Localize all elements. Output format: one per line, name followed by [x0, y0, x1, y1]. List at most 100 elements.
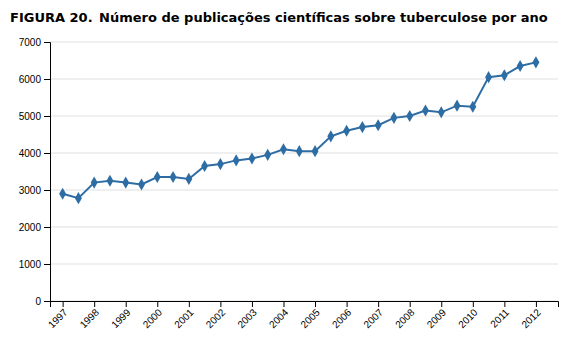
x-tick-label: 2011 [488, 306, 511, 329]
point [91, 177, 98, 189]
x-tick-mark [189, 301, 190, 307]
x-tick-mark [504, 301, 505, 307]
grid-line [50, 42, 558, 43]
x-tick-label: 2003 [235, 306, 259, 330]
point [343, 125, 350, 137]
grid [50, 42, 558, 301]
x-tick-mark [536, 301, 537, 307]
y-tick-mark [44, 153, 50, 154]
plot-area: 0100020003000400050006000700019971998199… [19, 37, 559, 330]
y-tick-mark [44, 227, 50, 228]
line [63, 62, 536, 198]
x-tick-label: 2001 [172, 306, 196, 330]
point [248, 153, 255, 165]
title-group: FIGURA 20. Número de publicações científi… [10, 10, 548, 25]
x-tick-mark [347, 301, 348, 307]
y-axis: 0 1000 2000 3000 4000 5000 6000 7000 [19, 37, 51, 307]
point [154, 171, 161, 183]
point [375, 119, 382, 131]
x-tick-mark [441, 301, 442, 307]
point [106, 175, 113, 187]
x-tick-label: 2004 [267, 306, 291, 330]
y-tick: 0 [35, 296, 50, 307]
point [501, 69, 508, 81]
x-tick: 2002 [204, 301, 228, 330]
title: FIGURA 20. [10, 10, 93, 25]
x-tick-mark [94, 301, 95, 307]
x-tick-mark [315, 301, 316, 307]
x-tick: 2009 [425, 301, 449, 330]
point [138, 178, 145, 190]
y-tick: 4000 [19, 148, 50, 159]
x-tick-mark [283, 301, 284, 307]
x-tick-mark [126, 301, 127, 307]
y-tick-mark [44, 116, 50, 117]
grid-line [50, 227, 558, 228]
x-tick-label: 1998 [78, 306, 102, 330]
point [438, 106, 445, 118]
x-tick: 2003 [235, 301, 259, 330]
x-tick-mark [157, 301, 158, 307]
subtitle: Número de publicações científicas sobre … [99, 10, 548, 25]
y-tick: 7000 [19, 37, 50, 48]
x-tick: 1998 [78, 301, 102, 330]
y-tick: 3000 [19, 185, 50, 196]
grid-line [50, 153, 558, 154]
x-tick: 2005 [298, 301, 322, 330]
x-tick-label: 2006 [330, 306, 354, 330]
x-tick-label: 2009 [425, 306, 449, 330]
x-tick-mark [252, 301, 253, 307]
x-tick-mark [378, 301, 379, 307]
x-tick-label: 2010 [456, 306, 480, 330]
x-tick: 2012 [519, 301, 543, 330]
point [517, 60, 524, 72]
x-tick-label: 2000 [141, 306, 165, 330]
point [264, 149, 271, 161]
x-tick: 2004 [267, 301, 291, 330]
point [390, 112, 397, 124]
x-tick-mark [220, 301, 221, 307]
point [59, 188, 66, 200]
x-tick-label: 1997 [46, 306, 70, 330]
y-tick-mark [44, 42, 50, 43]
y-tick: 1000 [19, 259, 50, 270]
point [532, 56, 539, 68]
y-tick-label: 7000 [19, 37, 42, 48]
x-axis-line [51, 302, 559, 308]
chart: FIGURA 20. Número de publicações científi… [0, 0, 580, 349]
grid-line [50, 190, 558, 191]
x-tick: 2008 [393, 301, 417, 330]
x-tick: 2011 [488, 301, 511, 330]
y-tick: 5000 [19, 111, 50, 122]
y-tick: 6000 [19, 74, 50, 85]
y-tick-mark [44, 301, 50, 302]
grid-line [50, 116, 558, 117]
point [217, 158, 224, 170]
point [280, 143, 287, 155]
point [327, 130, 334, 142]
point [296, 145, 303, 157]
y-tick: 2000 [19, 222, 50, 233]
point [469, 101, 476, 113]
point [485, 71, 492, 83]
y-tick-label: 6000 [19, 74, 42, 85]
x-tick-mark [473, 301, 474, 307]
y-tick-label: 1000 [19, 259, 42, 270]
point [422, 104, 429, 116]
y-tick-label: 2000 [19, 222, 42, 233]
point [201, 160, 208, 172]
y-tick-label: 0 [35, 296, 41, 307]
x-tick-label: 1999 [109, 306, 133, 330]
point [185, 173, 192, 185]
y-tick-label: 3000 [19, 185, 42, 196]
point [406, 110, 413, 122]
y-axis-line [44, 43, 51, 302]
x-tick-label: 2005 [298, 306, 322, 330]
x-tick: 2000 [141, 301, 165, 330]
point [312, 145, 319, 157]
point [122, 177, 129, 189]
x-tick: 2006 [330, 301, 354, 330]
x-tick-mark [410, 301, 411, 307]
x-axis: 1997 1998 1999 2000 2001 2002 2003 2004 2005 2006… [46, 301, 559, 330]
point [170, 171, 177, 183]
